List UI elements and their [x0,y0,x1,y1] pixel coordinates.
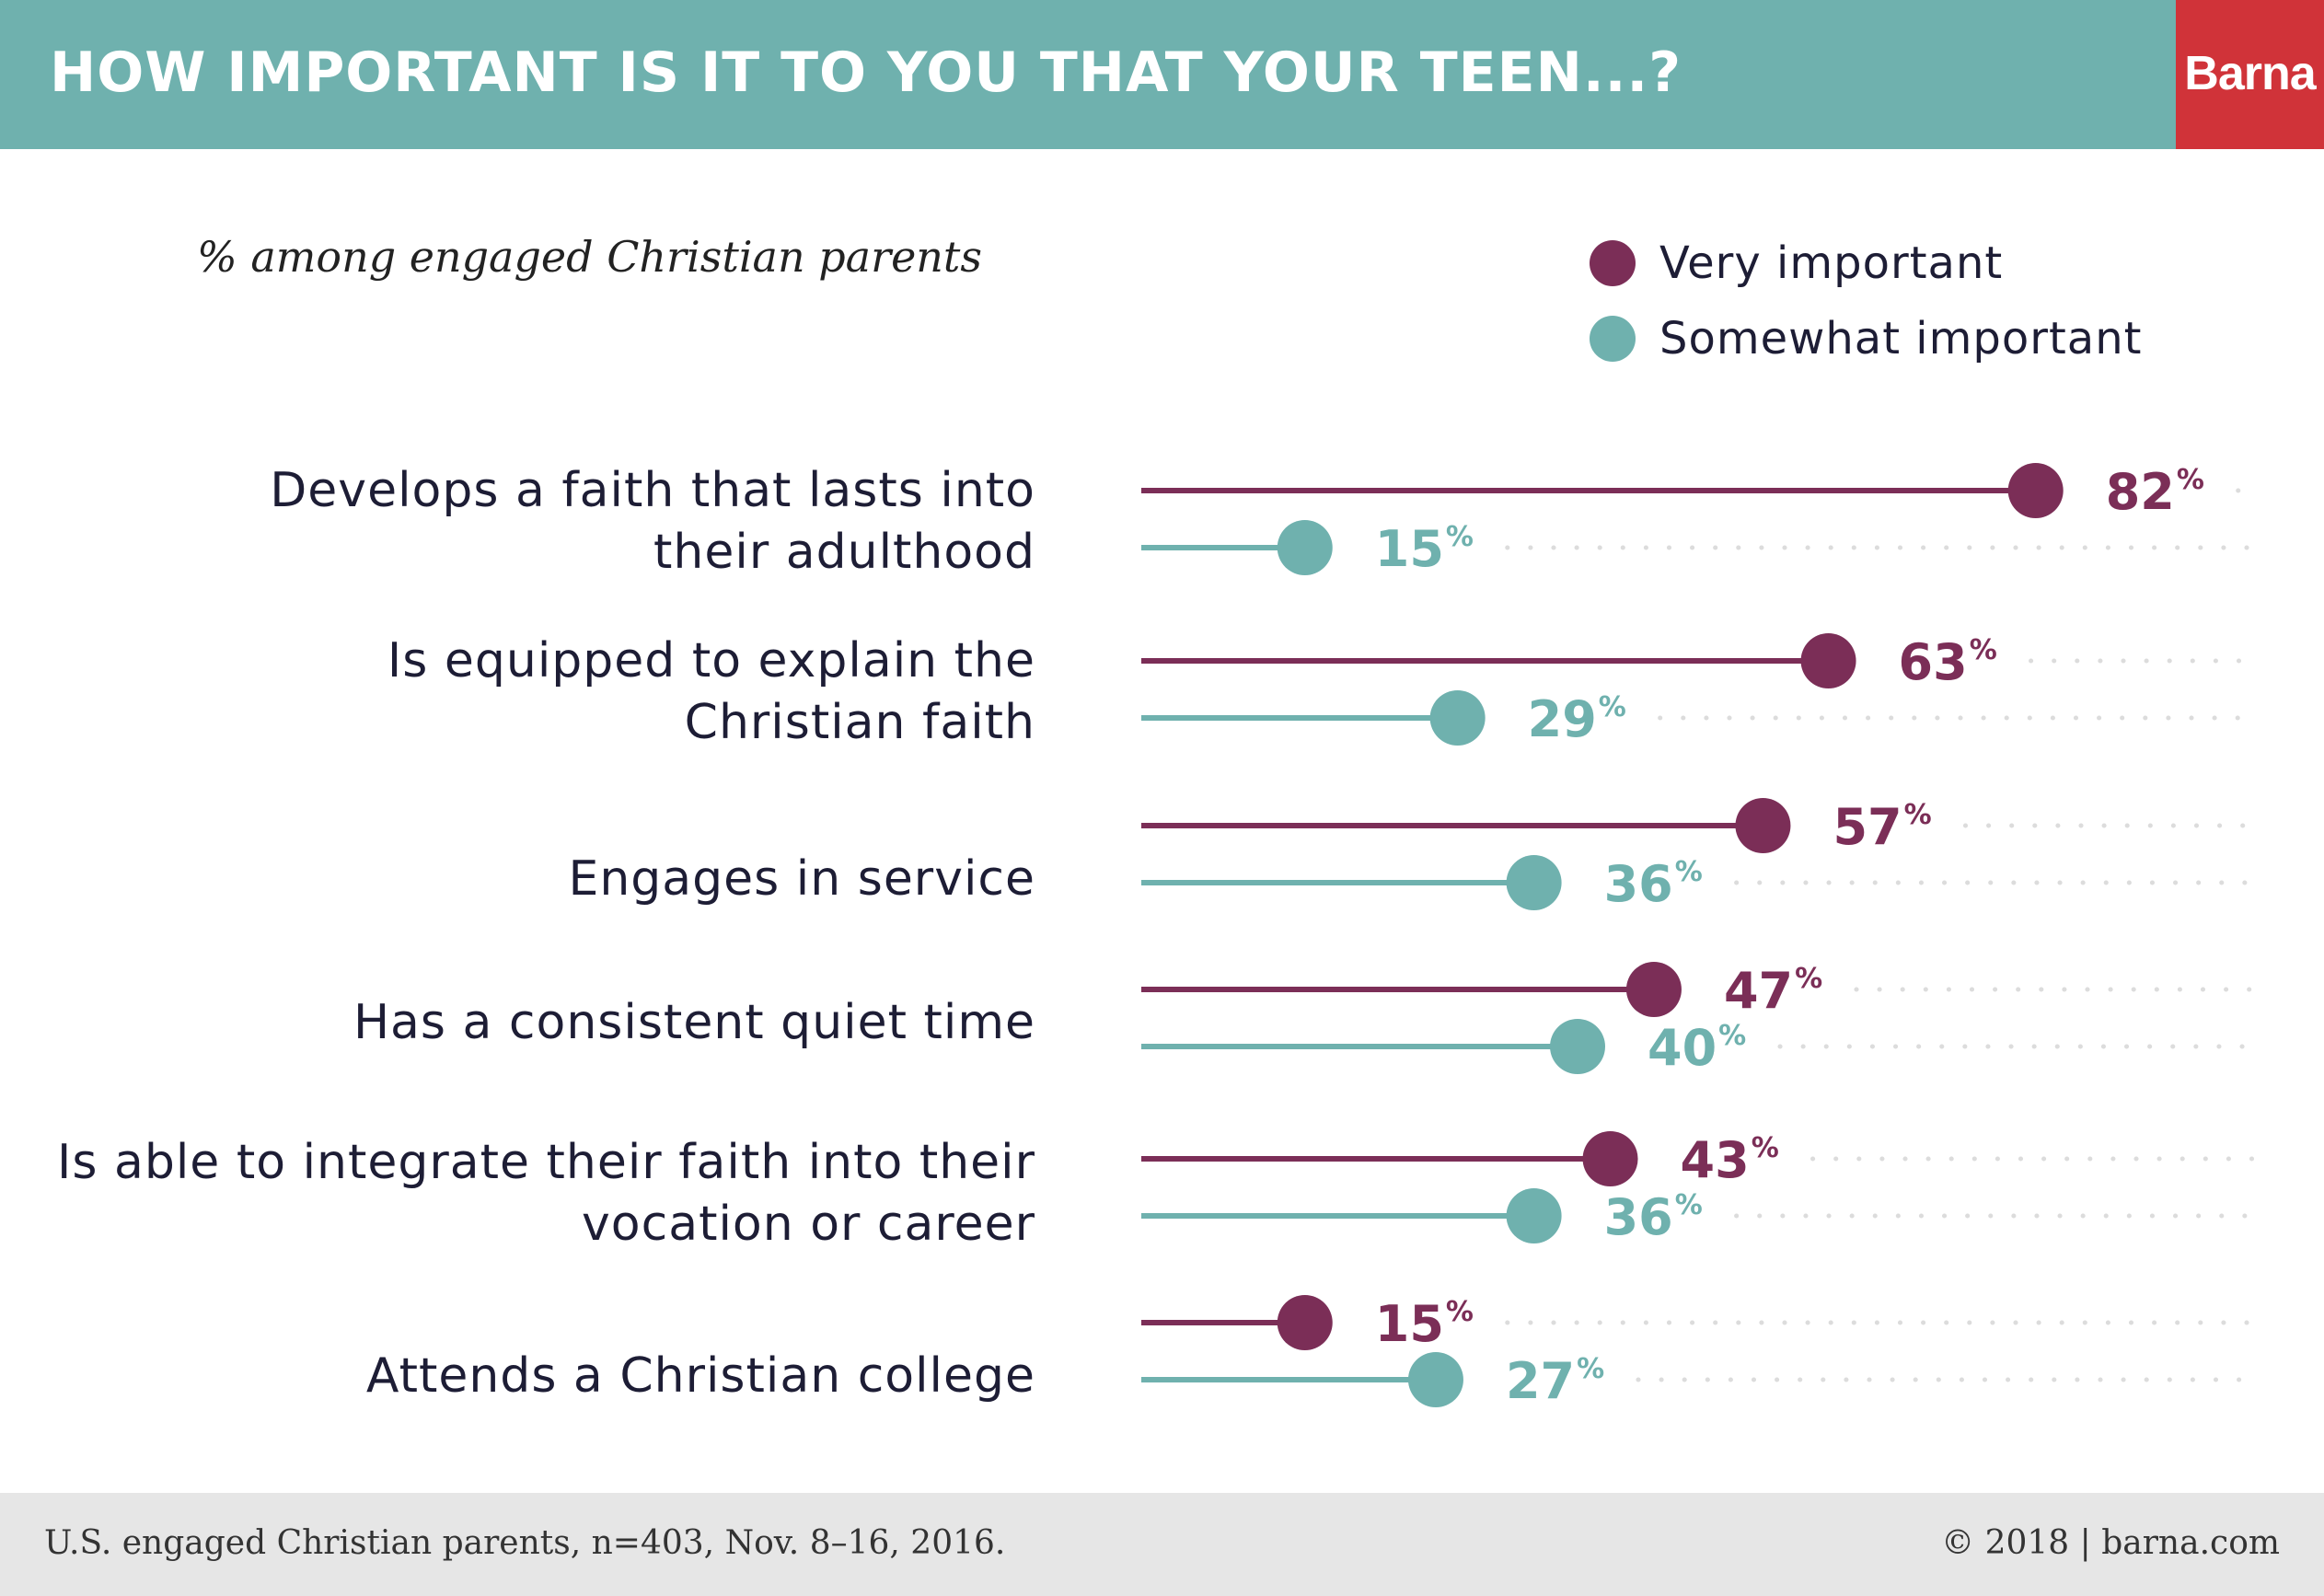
category-label: Engages in service [568,849,1035,910]
chart-title: HOW IMPORTANT IS IT TO YOU THAT YOUR TEE… [50,40,1682,105]
very-important-value-unit: % [1446,1296,1474,1328]
chart-subtitle: % among engaged Christian parents [197,232,983,282]
very-important-dot [1582,1131,1638,1186]
very-important-value-number: 15 [1375,1295,1444,1353]
somewhat-important-value-number: 15 [1375,520,1444,578]
very-important-value-number: 63 [1899,633,1968,691]
somewhat-important-dot [1407,1352,1463,1407]
very-important-value-unit: % [2177,464,2204,496]
very-important-value-label: 82% [2106,463,2204,521]
somewhat-important-value-label: 36% [1604,1188,1703,1246]
legend-somewhat-important-label: Somewhat important [1659,313,2143,364]
very-important-value-number: 57 [1833,798,1902,856]
legend-item-very-important: Very important [1590,237,2003,289]
somewhat-important-value-number: 27 [1506,1352,1575,1410]
somewhat-important-value-unit: % [1675,856,1703,888]
somewhat-important-value-number: 36 [1604,1188,1673,1246]
category-label-line: Develops a faith that lasts into [270,463,1035,518]
somewhat-important-value-number: 29 [1528,690,1597,748]
somewhat-important-value-unit: % [1577,1353,1604,1385]
somewhat-important-dot [1429,690,1486,746]
legend-very-important-marker [1590,240,1636,286]
legend-very-important-label: Very important [1659,237,2004,289]
category-label-line: Is able to integrate their faith into th… [57,1135,1035,1190]
very-important-value-unit: % [1795,963,1822,995]
category-label: Develops a faith that lasts into their ad… [270,460,1035,584]
very-important-value-label: 47% [1724,962,1822,1020]
somewhat-important-value-number: 36 [1604,855,1673,913]
brand-badge: Barna [2176,0,2324,149]
brand-logo: Barna [2184,47,2316,100]
very-important-dot [1625,962,1682,1017]
somewhat-important-value-unit: % [1599,691,1626,723]
very-important-value-unit: % [1904,799,1932,831]
somewhat-important-dot [1277,520,1333,575]
source-note: U.S. engaged Christian parents, n=403, N… [44,1524,1006,1562]
category-label-line: their adulthood [653,525,1035,580]
category-label-line: Christian faith [684,695,1035,750]
somewhat-important-value-label: 36% [1604,855,1703,913]
somewhat-important-dot [1550,1019,1605,1074]
somewhat-important-value-unit: % [1718,1020,1746,1052]
category-label: Has a consistent quiet time [353,992,1035,1054]
category-label-line: Is equipped to explain the [387,633,1035,688]
somewhat-important-value-label: 27% [1506,1352,1604,1410]
very-important-value-label: 43% [1681,1131,1779,1189]
header-bar: HOW IMPORTANT IS IT TO YOU THAT YOUR TEE… [0,0,2324,149]
very-important-value-label: 63% [1899,633,1997,691]
somewhat-important-dot [1506,1188,1562,1243]
somewhat-important-value-label: 40% [1648,1019,1746,1077]
somewhat-important-value-unit: % [1675,1189,1703,1221]
very-important-value-label: 57% [1833,798,1931,856]
somewhat-important-dot [1506,855,1562,910]
copyright-note: © 2018 | barna.com [1941,1524,2280,1562]
legend-item-somewhat-important: Somewhat important [1590,313,2142,364]
category-label: Is equipped to explain the Christian fait… [387,630,1035,754]
category-label-line: Engages in service [568,850,1035,907]
somewhat-important-value-unit: % [1446,521,1474,553]
very-important-value-unit: % [1752,1132,1779,1164]
very-important-dot [2007,463,2064,518]
legend-somewhat-important-marker [1590,316,1636,362]
very-important-dot [1800,633,1856,688]
category-label: Is able to integrate their faith into th… [57,1132,1035,1255]
very-important-dot [1277,1295,1333,1350]
somewhat-important-value-label: 29% [1528,690,1626,748]
very-important-value-unit: % [1970,634,1997,666]
very-important-value-label: 15% [1375,1295,1474,1353]
category-label-line: vocation or career [582,1197,1035,1252]
very-important-value-number: 82 [2106,463,2175,521]
somewhat-important-value-label: 15% [1375,520,1474,578]
footer-bar: U.S. engaged Christian parents, n=403, N… [0,1493,2324,1596]
category-label-line: Attends a Christian college [365,1347,1035,1404]
category-label: Attends a Christian college [366,1346,1035,1407]
very-important-dot [1735,798,1791,853]
somewhat-important-value-number: 40 [1648,1019,1717,1077]
very-important-value-number: 43 [1681,1131,1750,1189]
category-label-line: Has a consistent quiet time [353,994,1035,1050]
very-important-value-number: 47 [1724,962,1793,1020]
